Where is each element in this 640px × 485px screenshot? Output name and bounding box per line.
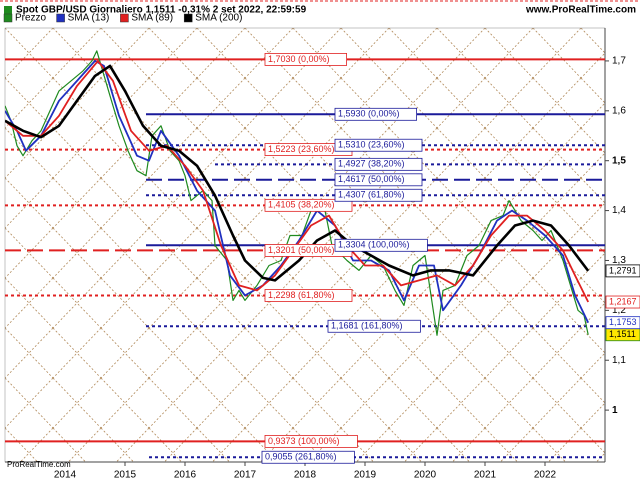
legend-label: SMA (13) (68, 13, 110, 24)
level-label: 1,3304 (100,00%) (338, 240, 410, 250)
level-label-box (264, 53, 347, 66)
level-label-box (327, 319, 421, 333)
legend-label: Prezzo (15, 13, 47, 24)
watermark: ProRealTime.com (7, 460, 71, 469)
level-label-box (334, 173, 423, 187)
level-label: 1,2298 (61,80%) (268, 290, 335, 300)
level-label-box (261, 450, 355, 464)
level-label-box (334, 138, 423, 152)
level-label: 1,4105 (38,20%) (268, 200, 335, 210)
level-label-box (334, 157, 423, 171)
last-value-box (605, 316, 640, 330)
level-label: 1,5930 (0,00%) (338, 109, 400, 119)
series-line (5, 64, 590, 282)
title-icon (4, 6, 12, 14)
level-label: 1,5310 (23,60%) (338, 140, 405, 150)
x-tick-label: 2017 (234, 470, 257, 481)
level-label: 1,1681 (161,80%) (331, 321, 403, 331)
x-tick-label: 2022 (534, 470, 557, 481)
y-tick-label: 1 (612, 405, 618, 416)
level-label-box (264, 289, 353, 302)
legend-swatch (56, 13, 65, 23)
y-tick-label: 1,3 (612, 255, 626, 266)
legend-swatch (183, 13, 193, 23)
series-line (5, 50, 589, 336)
x-tick-label: 2019 (354, 470, 377, 481)
last-value-box (605, 295, 640, 309)
x-tick-label: 2021 (474, 470, 497, 481)
chart-title: Spot GBP/USD Giornaliero 1,1511 -0,31% 2… (16, 5, 307, 16)
level-label: 1,5223 (23,60%) (268, 144, 335, 154)
y-tick-label: 1,5 (612, 155, 626, 166)
legend-label: SMA (89) (131, 13, 173, 24)
source: www.ProRealTime.com (525, 5, 636, 16)
last-value-label: 1,2167 (609, 296, 637, 306)
series-line (5, 60, 590, 303)
legend-label: SMA (200) (195, 13, 242, 24)
y-tick-label: 1,1 (612, 355, 626, 366)
x-tick-label: 2015 (114, 470, 137, 481)
level-label-box (334, 188, 423, 202)
level-label: 1,4927 (38,20%) (338, 159, 405, 169)
level-label-box (264, 434, 358, 448)
level-label-box (264, 198, 353, 212)
level-label: 1,4617 (50,00%) (338, 174, 405, 184)
level-label: 0,9055 (261,80%) (265, 452, 337, 462)
last-value-box (605, 264, 640, 278)
x-tick-label: 2014 (54, 470, 77, 481)
last-value-label: 1,1511 (609, 329, 636, 339)
level-label: 1,3201 (50,00%) (268, 245, 335, 255)
level-label-box (334, 238, 428, 252)
x-tick-label: 2018 (294, 470, 317, 481)
x-tick-label: 2016 (174, 470, 197, 481)
legend-swatch (120, 13, 129, 23)
last-value-label: 1,2791 (609, 265, 637, 275)
x-tick-label: 2020 (414, 470, 437, 481)
legend-swatch (3, 13, 13, 23)
y-tick-label: 1,6 (612, 105, 626, 116)
level-label: 1,7030 (0,00%) (268, 54, 330, 64)
last-value-label: 1,1753 (609, 317, 637, 327)
level-label: 1,4307 (61,80%) (338, 190, 405, 200)
y-tick-label: 1,4 (612, 205, 626, 216)
y-tick-label: 1,2 (612, 305, 626, 316)
level-label-box (334, 107, 417, 121)
y-tick-label: 1,7 (612, 56, 626, 67)
level-label: 0,9373 (100,00%) (268, 436, 340, 446)
